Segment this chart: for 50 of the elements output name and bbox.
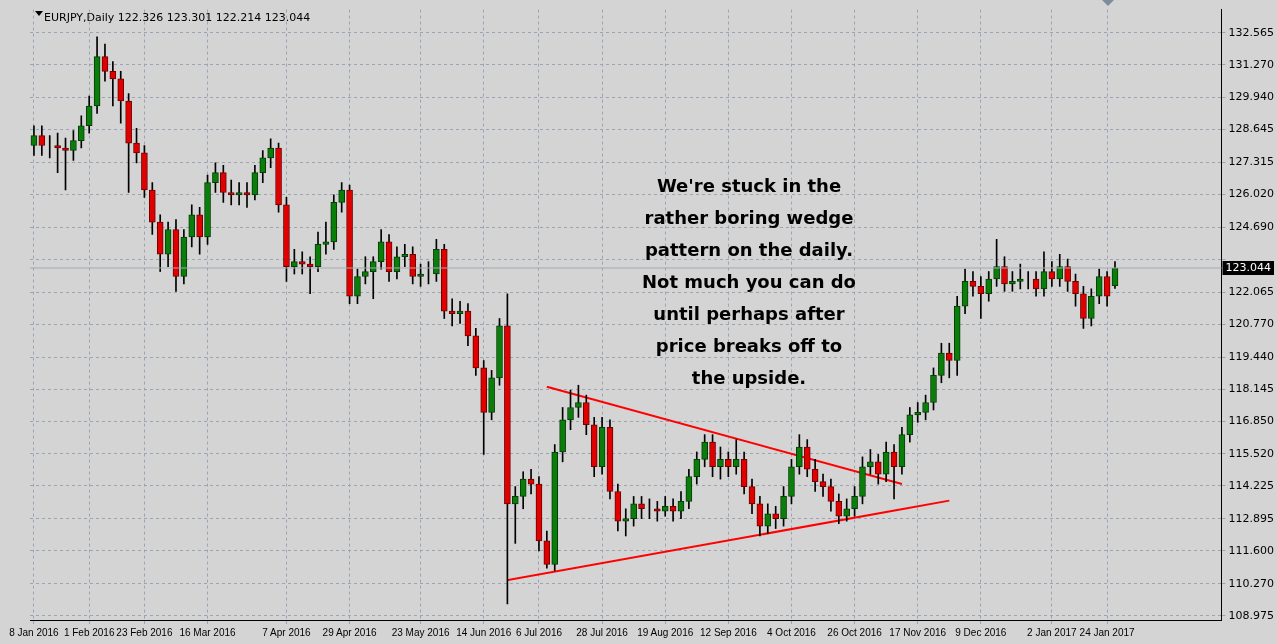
y-tick-label: 108.975 [1228,608,1275,622]
annotation: We're stuck in the rather boring wedge pattern on the daily. Not much you can do until perhaps after price breaks off to the upside. [641,174,857,390]
candlestick [969,271,977,297]
x-tick-label: 28 Jul 2016 [576,626,629,638]
y-tick-label: 120.770 [1228,317,1275,331]
candlestick [945,342,953,379]
y-tick-label: 114.225 [1228,478,1275,492]
y-tick-label: 122.065 [1228,285,1275,299]
x-tick-label: 23 Feb 2016 [116,626,173,638]
y-tick-label: 119.440 [1228,349,1275,363]
x-tick-label: 26 Oct 2016 [827,626,883,638]
x-tick-label: 9 Dec 2016 [955,626,1007,638]
y-tick-label: 112.895 [1228,511,1275,525]
candlestick [227,179,235,206]
candlestick [1016,263,1024,290]
y-tick-label: 115.520 [1228,446,1275,460]
candlestick [653,501,661,522]
x-tick-label: 19 Aug 2016 [637,626,694,638]
y-tick-label: 132.565 [1228,25,1275,39]
chart-title: EURJPY,Daily 122.326 123.301 122.214 123.044 [44,11,311,25]
x-tick-label: 1 Feb 2016 [63,626,115,638]
x-tick-label: 16 Mar 2016 [179,626,237,638]
y-tick-label: 118.145 [1228,381,1275,395]
candlestick [622,508,630,537]
x-tick-label: 24 Jan 2017 [1079,626,1136,638]
ref-line-label: 123.044 [1225,260,1272,274]
y-tick-label: 129.940 [1228,90,1275,104]
x-tick-label: 7 Apr 2016 [262,626,312,638]
x-tick-label: 12 Sep 2016 [699,626,758,638]
x-tick-label: 14 Jun 2016 [456,626,512,638]
x-tick-label: 29 Apr 2016 [322,626,377,638]
y-tick-label: 116.850 [1228,413,1275,427]
candlestick [732,439,740,475]
x-tick-label: 23 May 2016 [391,626,450,638]
y-tick-label: 127.315 [1228,155,1275,169]
y-tick-label: 126.020 [1228,187,1275,201]
y-tick-label: 110.270 [1228,576,1275,590]
candlestick [914,402,922,423]
candlestick [511,486,519,544]
x-tick-label: 4 Oct 2016 [767,626,817,638]
x-tick-label: 6 Jul 2016 [515,626,563,638]
x-tick-label: 17 Nov 2016 [889,626,947,638]
candlestick [401,244,409,267]
y-tick-label: 128.645 [1228,122,1275,136]
y-tick-label: 131.270 [1228,57,1275,71]
x-tick-label: 2 Jan 2017 [1027,626,1078,638]
y-tick-label: 124.690 [1228,220,1275,234]
y-tick-label: 111.600 [1228,543,1275,557]
candlestick [298,251,306,275]
x-tick-label: 8 Jan 2016 [9,626,60,638]
